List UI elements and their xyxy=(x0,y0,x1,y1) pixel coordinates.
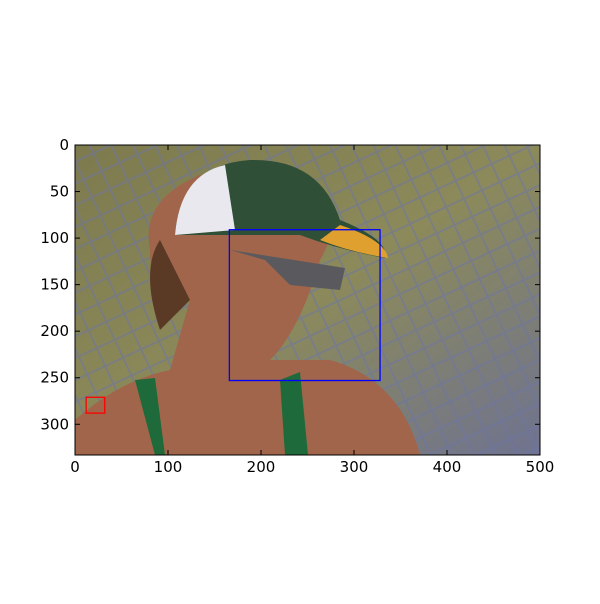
y-tick-label: 100 xyxy=(40,229,69,247)
photo xyxy=(75,145,540,455)
axes-frame xyxy=(74,144,541,456)
y-tick-label: 200 xyxy=(40,322,69,340)
x-tick-label: 300 xyxy=(340,458,369,476)
x-tick-label: 0 xyxy=(70,458,80,476)
y-tick-label: 250 xyxy=(40,369,69,387)
x-tick-label: 200 xyxy=(247,458,276,476)
y-tick-label: 150 xyxy=(40,276,69,294)
bounding-box xyxy=(85,396,106,414)
y-tick-label: 300 xyxy=(40,415,69,433)
y-tick-label: 50 xyxy=(50,183,69,201)
x-tick-label: 400 xyxy=(433,458,462,476)
bounding-box xyxy=(228,229,381,382)
x-tick-label: 500 xyxy=(526,458,555,476)
x-tick-label: 100 xyxy=(154,458,183,476)
y-tick-label: 0 xyxy=(59,136,69,154)
